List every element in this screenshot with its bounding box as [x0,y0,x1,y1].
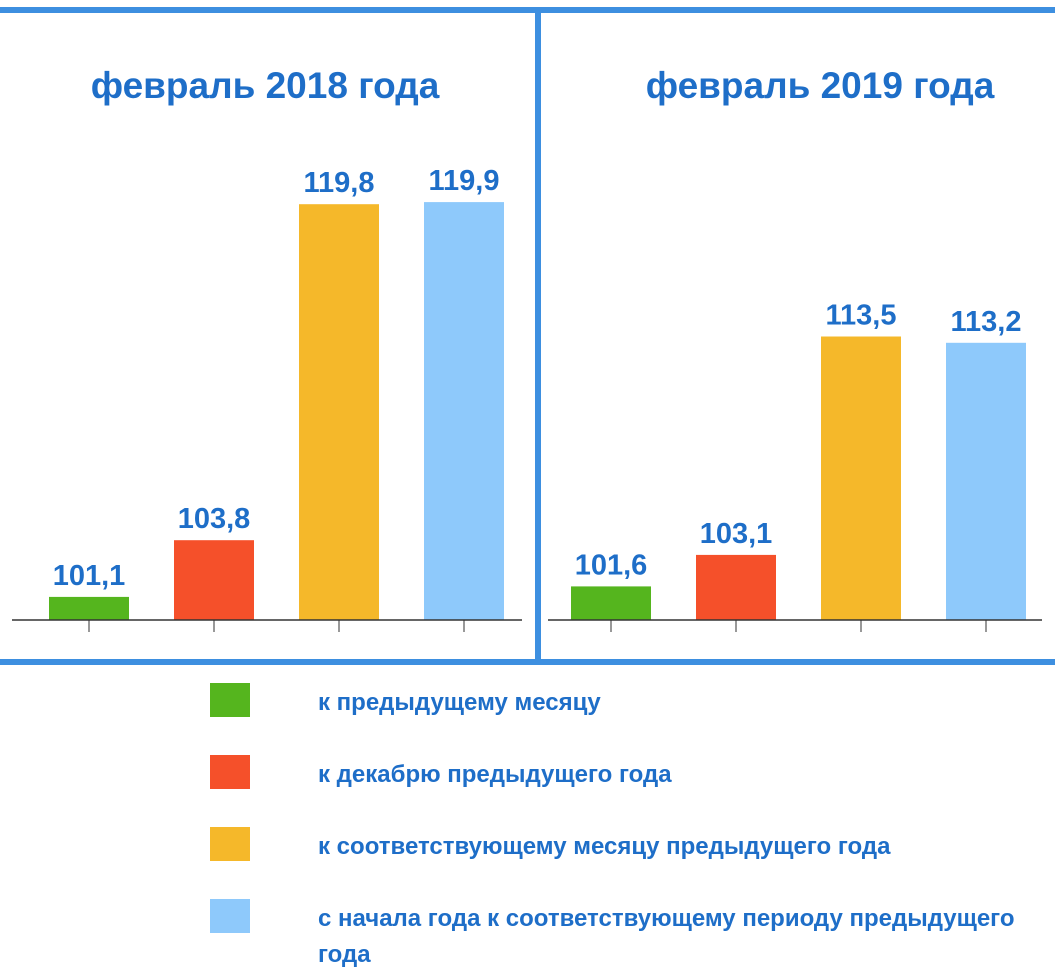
legend-swatch [210,683,250,717]
chart: февраль 2018 года 101,1 103,8 119,8 119,9 фев… [0,7,1055,665]
legend: к предыдущему месяцу к декабрю предыдущег… [210,683,1050,971]
value-label: 113,5 [826,300,897,332]
value-label: 101,6 [575,549,648,581]
value-label: 113,2 [951,306,1022,338]
legend-item: к соответствующему месяцу предыдущего го… [210,827,1050,899]
value-label: 103,8 [178,503,251,535]
legend-item: к декабрю предыдущего года [210,755,1050,827]
bar [424,202,504,620]
panel-title: февраль 2018 года [91,65,440,106]
bar [571,586,651,620]
legend-label: к соответствующему месяцу предыдущего го… [318,833,891,860]
legend-item: с начала года к соответствующему периоду… [210,899,1050,971]
bar [49,596,129,620]
value-label: 103,1 [700,518,773,550]
legend-swatch [210,899,250,933]
legend-swatch [210,827,250,861]
legend-item: к предыдущему месяцу [210,683,1050,755]
bar [174,540,254,620]
bar [821,336,901,620]
bar [946,342,1026,620]
legend-label: с начала года к соответствующему периоду… [318,905,1015,968]
value-label: 101,1 [53,560,126,592]
value-label: 119,8 [304,167,375,199]
legend-label: к декабрю предыдущего года [318,761,672,788]
top-border [0,7,1055,13]
bar [299,204,379,620]
value-label: 119,9 [429,165,500,197]
panel-title: февраль 2019 года [646,65,995,106]
bottom-border [0,659,1055,665]
divider [535,7,541,664]
legend-label: к предыдущему месяцу [318,689,601,716]
legend-swatch [210,755,250,789]
bar [696,554,776,620]
